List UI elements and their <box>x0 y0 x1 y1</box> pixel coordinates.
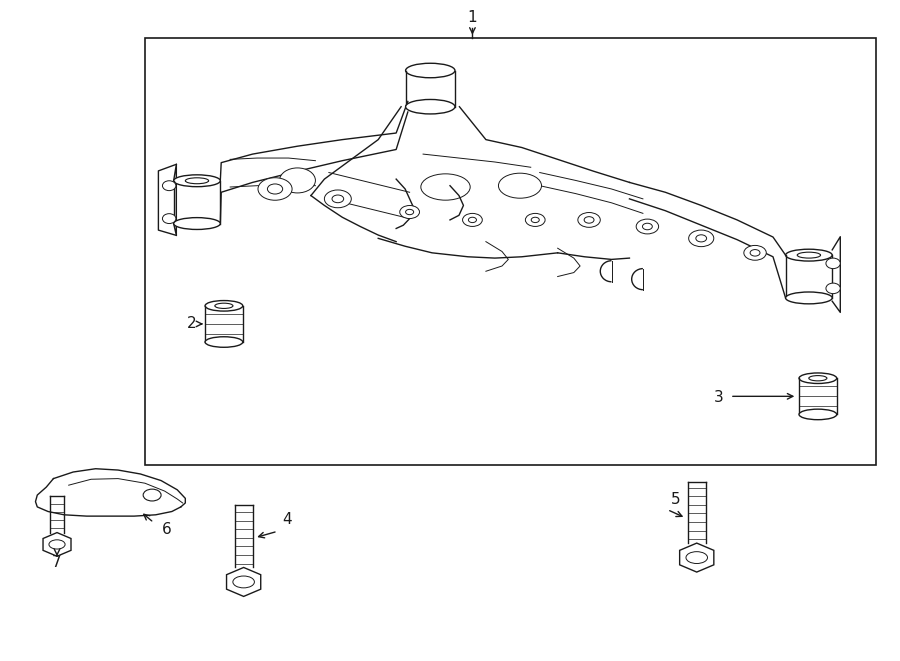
Ellipse shape <box>799 409 837 420</box>
Ellipse shape <box>526 214 545 227</box>
Ellipse shape <box>280 168 315 193</box>
Text: 1: 1 <box>468 11 477 25</box>
Ellipse shape <box>205 301 243 311</box>
Ellipse shape <box>324 190 351 208</box>
Ellipse shape <box>143 489 161 501</box>
Ellipse shape <box>686 552 707 564</box>
Ellipse shape <box>215 303 233 309</box>
Ellipse shape <box>406 63 454 78</box>
Ellipse shape <box>743 245 766 260</box>
Ellipse shape <box>162 214 176 223</box>
Ellipse shape <box>584 217 594 223</box>
Ellipse shape <box>688 230 714 247</box>
Ellipse shape <box>174 217 220 229</box>
Ellipse shape <box>468 217 476 223</box>
Ellipse shape <box>233 576 255 588</box>
Ellipse shape <box>174 175 220 186</box>
Text: 3: 3 <box>715 390 724 405</box>
Ellipse shape <box>786 292 833 304</box>
Ellipse shape <box>826 258 841 268</box>
Ellipse shape <box>643 223 652 230</box>
Ellipse shape <box>162 180 176 190</box>
Ellipse shape <box>400 206 419 219</box>
Text: 5: 5 <box>671 492 681 507</box>
Ellipse shape <box>205 336 243 347</box>
Ellipse shape <box>696 235 706 242</box>
Ellipse shape <box>49 540 65 549</box>
Ellipse shape <box>750 250 760 256</box>
Ellipse shape <box>267 184 283 194</box>
Ellipse shape <box>406 99 454 114</box>
Text: 2: 2 <box>187 317 196 331</box>
Ellipse shape <box>499 173 542 198</box>
Ellipse shape <box>797 253 821 258</box>
Ellipse shape <box>826 283 841 293</box>
Ellipse shape <box>463 214 482 227</box>
Bar <box>145 38 877 465</box>
Ellipse shape <box>786 249 833 261</box>
Ellipse shape <box>578 213 600 227</box>
Ellipse shape <box>332 195 344 203</box>
Ellipse shape <box>421 174 470 200</box>
Text: 7: 7 <box>52 555 62 570</box>
Text: 4: 4 <box>282 512 292 527</box>
Ellipse shape <box>406 210 414 215</box>
Ellipse shape <box>185 178 209 184</box>
Ellipse shape <box>258 178 292 200</box>
Text: 6: 6 <box>162 522 171 537</box>
Ellipse shape <box>809 375 827 381</box>
Ellipse shape <box>799 373 837 383</box>
Ellipse shape <box>636 219 659 234</box>
Ellipse shape <box>531 217 539 223</box>
